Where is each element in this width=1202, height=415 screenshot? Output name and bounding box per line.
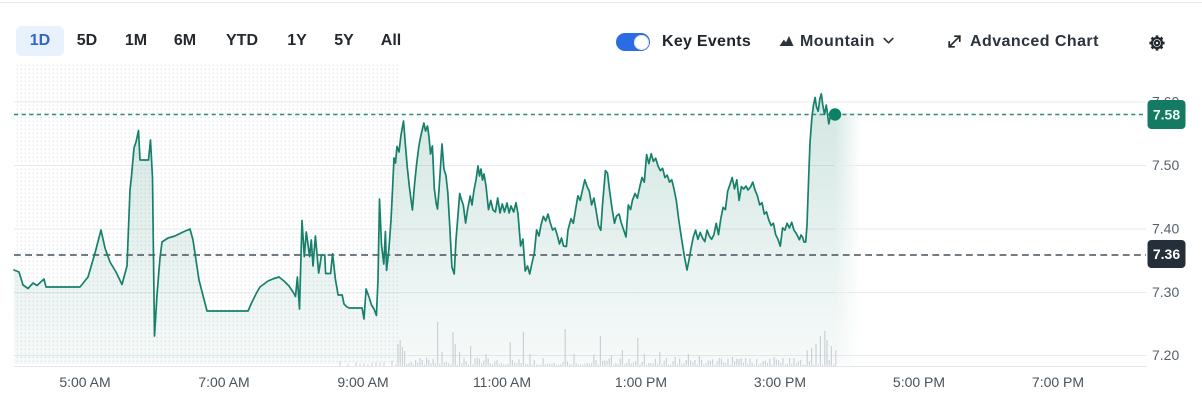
svg-text:11:00 AM: 11:00 AM: [473, 374, 531, 390]
svg-text:7.20: 7.20: [1152, 347, 1179, 363]
svg-text:3:00 PM: 3:00 PM: [754, 374, 806, 390]
svg-text:7.40: 7.40: [1152, 221, 1179, 237]
svg-text:1:00 PM: 1:00 PM: [615, 374, 667, 390]
svg-text:7.36: 7.36: [1153, 246, 1180, 262]
svg-text:7:00 PM: 7:00 PM: [1032, 374, 1084, 390]
svg-text:5:00 PM: 5:00 PM: [893, 374, 945, 390]
svg-text:7.30: 7.30: [1152, 284, 1179, 300]
svg-text:7.58: 7.58: [1153, 107, 1180, 123]
svg-text:5:00 AM: 5:00 AM: [59, 374, 110, 390]
svg-text:9:00 AM: 9:00 AM: [337, 374, 388, 390]
svg-text:7.50: 7.50: [1152, 157, 1179, 173]
svg-text:7:00 AM: 7:00 AM: [198, 374, 249, 390]
